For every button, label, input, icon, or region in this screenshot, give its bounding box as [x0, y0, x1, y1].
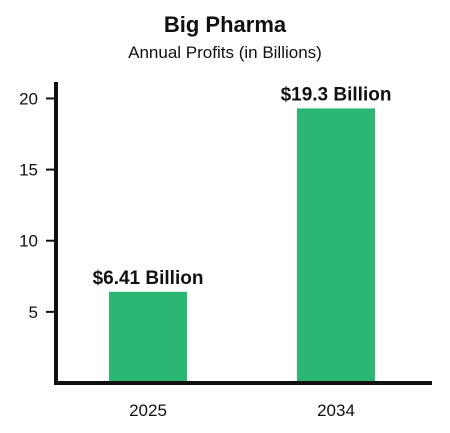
x-tick-label-2034: 2034 [317, 401, 355, 420]
data-label-2034: $19.3 Billion [281, 84, 392, 105]
y-tick-label: 15 [19, 161, 38, 180]
data-labels-group: $6.41 Billion $19.3 Billion [93, 84, 392, 288]
x-tick-label-2025: 2025 [129, 401, 167, 420]
bars-group [109, 108, 375, 383]
x-axis-ticks: 2025 2034 [129, 401, 355, 420]
y-tick-label: 5 [29, 303, 38, 322]
data-label-2025: $6.41 Billion [93, 268, 204, 289]
y-axis-ticks: 5 10 15 20 [19, 89, 56, 322]
chart-title: Big Pharma [163, 12, 287, 37]
bar-2034 [297, 108, 375, 383]
y-tick-label: 20 [19, 89, 38, 108]
chart-subtitle: Annual Profits (in Billions) [128, 43, 322, 62]
y-tick-label: 10 [19, 232, 38, 251]
bar-2025 [109, 291, 187, 383]
